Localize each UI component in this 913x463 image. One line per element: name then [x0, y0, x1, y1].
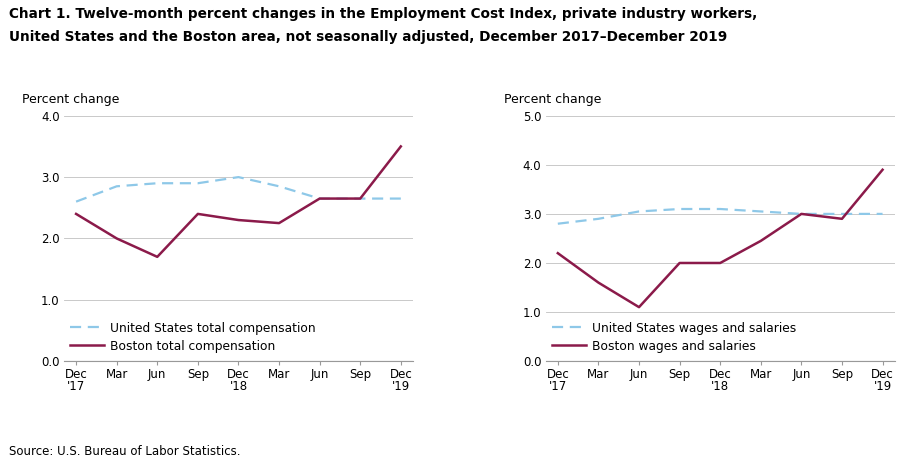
- Boston wages and salaries: [674, 260, 685, 266]
- Legend: United States total compensation, Boston total compensation: United States total compensation, Boston…: [70, 322, 316, 353]
- United States total compensation: [314, 196, 325, 201]
- United States wages and salaries: [755, 209, 766, 214]
- Text: Percent change: Percent change: [22, 93, 120, 106]
- Line: United States total compensation: United States total compensation: [76, 177, 401, 202]
- Boston wages and salaries: [634, 304, 645, 310]
- Text: Chart 1. Twelve-month percent changes in the Employment Cost Index, private indu: Chart 1. Twelve-month percent changes in…: [9, 7, 758, 21]
- Text: Source: U.S. Bureau of Labor Statistics.: Source: U.S. Bureau of Labor Statistics.: [9, 445, 241, 458]
- United States total compensation: [70, 199, 81, 205]
- Boston total compensation: [111, 236, 122, 241]
- Boston total compensation: [152, 254, 163, 260]
- Text: United States and the Boston area, not seasonally adjusted, December 2017–Decemb: United States and the Boston area, not s…: [9, 30, 728, 44]
- United States wages and salaries: [593, 216, 603, 222]
- Boston wages and salaries: [593, 280, 603, 285]
- United States wages and salaries: [674, 206, 685, 212]
- United States wages and salaries: [552, 221, 563, 226]
- Boston total compensation: [233, 217, 244, 223]
- United States total compensation: [111, 183, 122, 189]
- Line: Boston wages and salaries: Boston wages and salaries: [558, 170, 883, 307]
- Boston wages and salaries: [715, 260, 726, 266]
- Boston total compensation: [355, 196, 366, 201]
- Boston total compensation: [274, 220, 285, 226]
- Boston wages and salaries: [552, 250, 563, 256]
- United States total compensation: [233, 174, 244, 180]
- United States total compensation: [395, 196, 406, 201]
- United States wages and salaries: [877, 211, 888, 217]
- United States wages and salaries: [836, 211, 847, 217]
- Boston wages and salaries: [755, 238, 766, 244]
- Legend: United States wages and salaries, Boston wages and salaries: United States wages and salaries, Boston…: [551, 322, 796, 353]
- Boston total compensation: [314, 196, 325, 201]
- United States total compensation: [274, 183, 285, 189]
- Boston wages and salaries: [796, 211, 807, 217]
- United States wages and salaries: [634, 209, 645, 214]
- Line: Boston total compensation: Boston total compensation: [76, 146, 401, 257]
- Text: Percent change: Percent change: [504, 93, 601, 106]
- United States wages and salaries: [796, 211, 807, 217]
- United States total compensation: [152, 181, 163, 186]
- Boston total compensation: [395, 144, 406, 149]
- Boston wages and salaries: [877, 167, 888, 173]
- Boston total compensation: [70, 211, 81, 217]
- United States total compensation: [355, 196, 366, 201]
- United States wages and salaries: [715, 206, 726, 212]
- Boston wages and salaries: [836, 216, 847, 222]
- Boston total compensation: [193, 211, 204, 217]
- United States total compensation: [193, 181, 204, 186]
- Line: United States wages and salaries: United States wages and salaries: [558, 209, 883, 224]
